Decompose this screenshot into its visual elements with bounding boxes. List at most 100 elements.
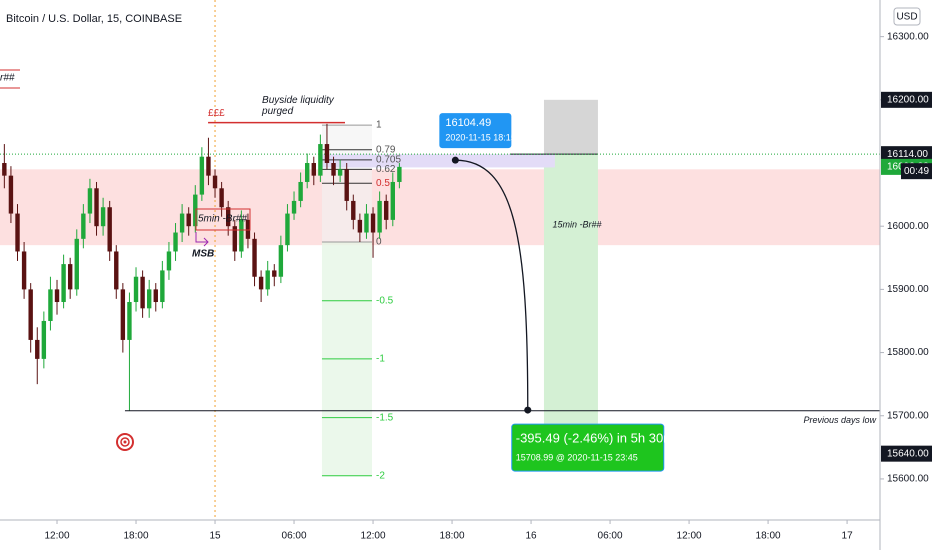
candle-body <box>370 213 376 233</box>
candle-body <box>212 175 218 189</box>
chart-title: Bitcoin / U.S. Dollar, 15, COINBASE <box>6 13 182 25</box>
candle-body <box>225 207 231 227</box>
fib-label: -2 <box>376 470 385 481</box>
candle-body <box>166 251 172 271</box>
candle-body <box>107 207 112 252</box>
band <box>321 154 555 168</box>
price-label-box <box>881 445 932 462</box>
price-label-box <box>881 146 932 163</box>
candle-body <box>87 188 93 214</box>
candle-body <box>377 200 382 233</box>
candle-body <box>291 200 297 214</box>
note: 5min -Br## <box>198 214 247 225</box>
candle-body <box>305 163 310 182</box>
candle-body <box>245 219 251 239</box>
candle-body <box>193 194 198 227</box>
price-label-box <box>881 91 932 108</box>
y-tick-label: 16000.00 <box>887 221 929 232</box>
x-tick-label: 18:00 <box>124 531 149 542</box>
liquidity-mark: £££ <box>208 108 225 119</box>
candle-body <box>35 339 40 359</box>
fib-label: -1.5 <box>376 412 394 423</box>
candle-body <box>160 270 165 303</box>
previous-low-label: Previous days low <box>803 415 876 425</box>
fib-label: 1 <box>376 120 382 131</box>
candle-body <box>146 289 152 309</box>
x-tick-label: 17 <box>842 531 854 542</box>
candle-body <box>199 156 205 195</box>
candle-body <box>318 144 323 176</box>
candle-body <box>2 163 7 176</box>
fib-label: -0.5 <box>376 295 394 306</box>
candle-body <box>351 200 356 220</box>
countdown: 00:49 <box>904 166 929 177</box>
candle-body <box>153 289 158 303</box>
candle-body <box>179 213 185 233</box>
candle-body <box>337 169 343 176</box>
candle-body <box>239 219 244 252</box>
candle-body <box>285 213 290 246</box>
candle-body <box>364 213 369 233</box>
candle-body <box>74 238 79 290</box>
position-label: 15min -Br## <box>552 220 602 230</box>
note-box <box>195 208 251 231</box>
candle-body <box>114 251 119 290</box>
currency[interactable]: USD <box>896 12 917 23</box>
candle-body <box>48 289 53 321</box>
fib-label: 0.5 <box>376 178 390 189</box>
candle-body <box>21 251 27 290</box>
candle-body <box>324 144 330 164</box>
note: r## <box>0 73 15 84</box>
candle-body <box>298 181 303 201</box>
candle-body <box>206 156 211 176</box>
candle-body <box>127 302 132 340</box>
candle-body <box>173 232 178 252</box>
candle-body <box>311 163 316 176</box>
candle-body <box>61 264 66 303</box>
projection-change: -395.49 (-2.46%) in 5h 30m <box>516 431 674 446</box>
currency-box[interactable] <box>893 7 921 26</box>
projection-detail: 15708.99 @ 2020-11-15 23:45 <box>516 452 638 462</box>
candle-body <box>252 238 257 277</box>
projection-end-box <box>511 423 665 472</box>
candle-body <box>390 181 395 220</box>
x-tick-label: 12:00 <box>677 531 702 542</box>
price-label: 16114.00 <box>887 149 928 160</box>
fib-label: 0.79 <box>376 144 396 155</box>
candle-body <box>186 213 191 227</box>
y-tick-label: 15700.00 <box>887 410 929 421</box>
candle-body <box>265 270 270 290</box>
candle-body <box>140 276 145 309</box>
stop-box <box>543 99 598 155</box>
projection-end-point <box>524 406 532 414</box>
candle-body <box>278 245 284 277</box>
x-tick-label: 18:00 <box>756 531 781 542</box>
y-tick-label: 15600.00 <box>887 474 929 485</box>
msb-arrow <box>195 232 209 247</box>
candle-body <box>120 289 126 340</box>
projection-start-price: 16104.49 <box>445 117 491 129</box>
x-tick-label: 12:00 <box>361 531 386 542</box>
y-tick-label: 15900.00 <box>887 284 929 295</box>
liquidity-text: Buyside liquidity <box>262 95 335 106</box>
y-tick-label: 15800.00 <box>887 347 929 358</box>
note: MSB <box>192 249 214 260</box>
fib-label: 0 <box>376 237 382 248</box>
candle-body <box>133 276 139 303</box>
projection-start-point <box>451 156 459 164</box>
candle-body <box>397 166 402 182</box>
target-icon <box>116 433 134 451</box>
fib-label: 0.62 <box>376 164 396 175</box>
x-tick-label: 06:00 <box>598 531 623 542</box>
candle-body <box>100 207 106 227</box>
candle-body <box>81 213 86 239</box>
x-tick-label: 15 <box>209 531 221 542</box>
zone <box>0 169 880 246</box>
candle-body <box>8 175 14 214</box>
x-tick-label: 16 <box>525 531 537 542</box>
x-tick-label: 06:00 <box>282 531 307 542</box>
candle-body <box>94 188 99 227</box>
